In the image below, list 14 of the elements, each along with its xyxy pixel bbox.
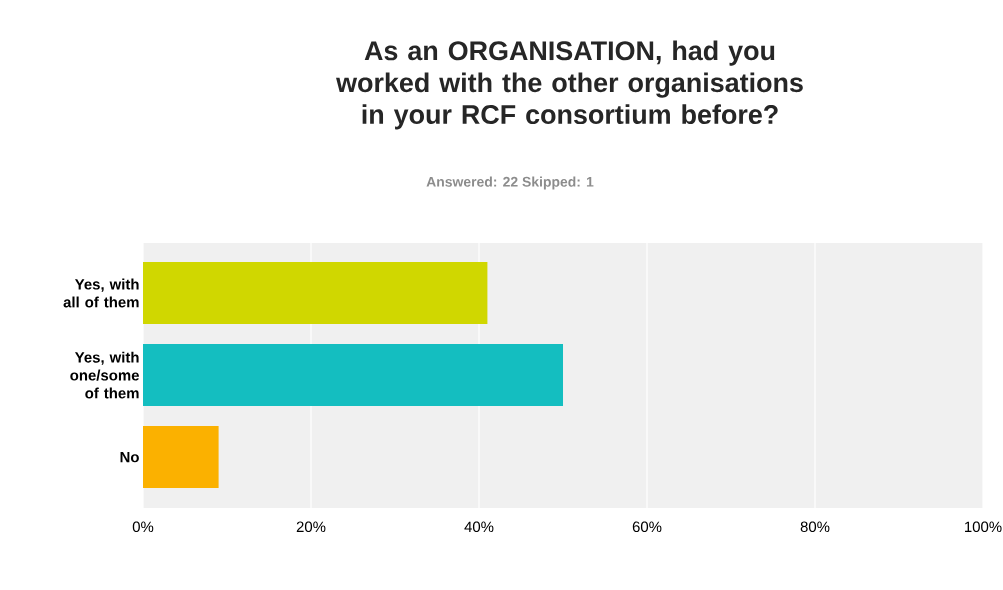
y-tick-label: Yes, with one/some of them — [70, 351, 139, 399]
x-tick-label: 60% — [632, 521, 662, 533]
x-tick-label: 0% — [132, 521, 154, 533]
x-tick-label: 100% — [965, 521, 1002, 533]
chart-title: As an ORGANISATION, had you worked with the other organisations in your RCF consortium before? — [336, 40, 803, 130]
bar — [143, 426, 219, 489]
chart-subtitle: Answered: 22 Skipped: 1 — [426, 176, 594, 190]
bar — [143, 344, 564, 407]
bar — [143, 262, 488, 325]
y-tick-label: Yes, with all of them — [63, 278, 139, 308]
x-tick-label: 20% — [296, 521, 326, 533]
x-tick-label: 40% — [464, 521, 494, 533]
y-tick-label: No — [120, 451, 139, 463]
x-tick-label: 80% — [800, 521, 830, 533]
